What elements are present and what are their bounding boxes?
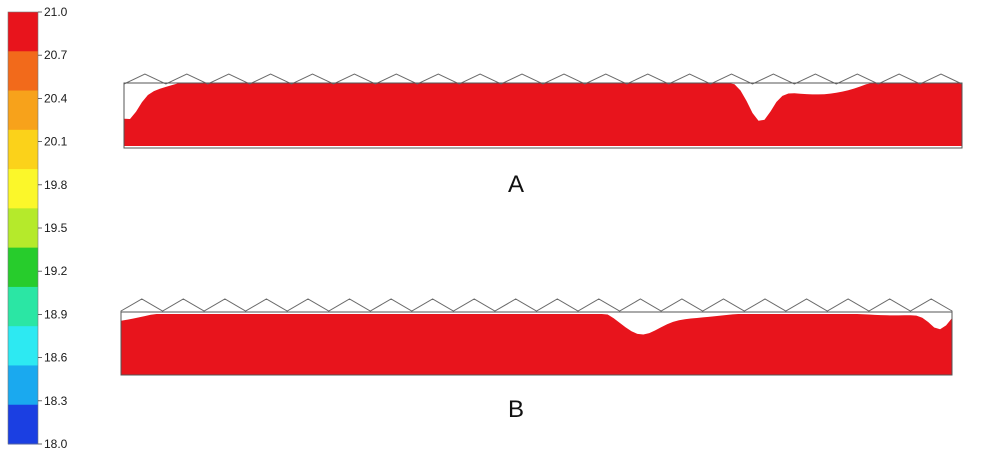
colorbar-band <box>8 129 38 170</box>
panel-b-roof-outline <box>120 298 953 315</box>
panel-a-outline <box>123 82 963 149</box>
colorbar-band <box>8 12 38 52</box>
contour-panel-b: B <box>120 298 953 423</box>
contour-band <box>124 83 962 146</box>
colorbar: 21.0 20.7 20.4 20.1 19.8 19.5 19.2 18.9 18.6 18.3… <box>7 5 68 451</box>
colorbar-band <box>8 365 38 406</box>
colorbar-tick-label: 20.7 <box>44 48 68 62</box>
colorbar-band <box>8 404 38 445</box>
colorbar-band <box>8 169 38 209</box>
colorbar-tick-label: 19.5 <box>44 221 68 235</box>
colorbar-band <box>8 90 38 131</box>
contour-band <box>121 314 952 375</box>
panel-b-outline <box>120 311 953 376</box>
colorbar-tick-label: 20.1 <box>44 135 68 149</box>
colorbar-tick-label: 18.0 <box>44 437 68 451</box>
colorbar-band <box>8 286 38 327</box>
colorbar-tick-label: 18.3 <box>44 394 68 408</box>
colorbar-tick-label: 19.8 <box>44 178 68 192</box>
colorbar-band <box>8 247 38 288</box>
colorbar-tick-label: 18.9 <box>44 307 68 321</box>
panel-b-contours <box>121 314 952 375</box>
panel-b-label: B <box>508 396 524 423</box>
panel-a-roof-outline <box>123 73 963 88</box>
colorbar-band <box>8 51 38 92</box>
colorbar-tick-label: 20.4 <box>44 91 68 105</box>
colorbar-tick-label: 18.6 <box>44 351 68 365</box>
panel-a-label: A <box>508 171 524 198</box>
contour-panel-a: A <box>123 73 963 198</box>
colorbar-tick-label: 19.2 <box>44 264 68 278</box>
colorbar-tick-label: 21.0 <box>44 5 68 19</box>
colorbar-band <box>8 326 38 366</box>
panel-a-contours <box>124 83 962 146</box>
colorbar-band <box>8 208 38 249</box>
